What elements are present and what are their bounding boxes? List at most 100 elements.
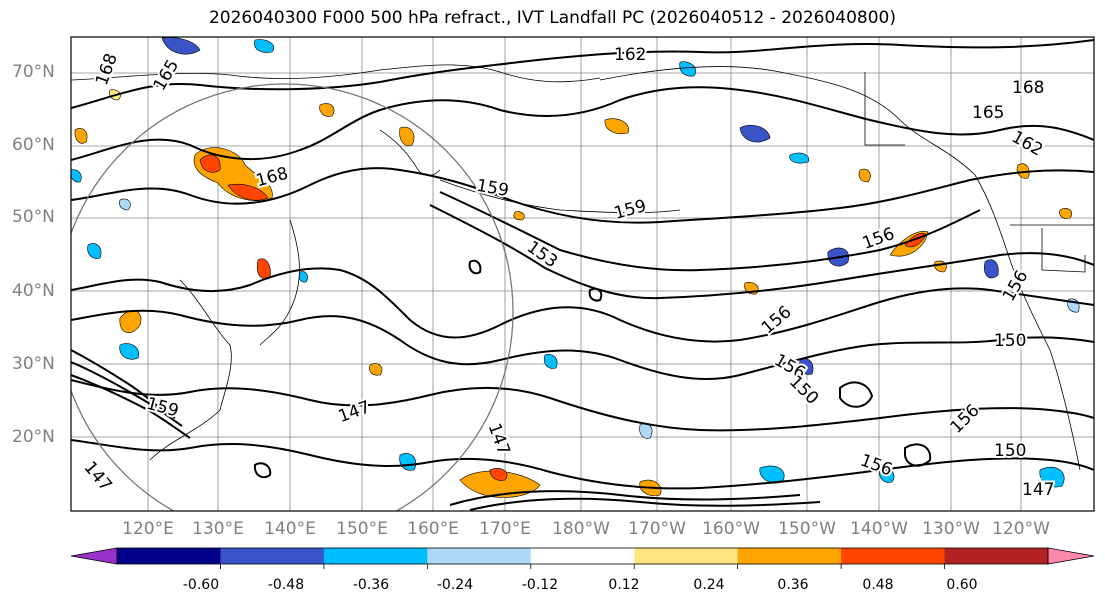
contour-label: 159 [144, 394, 181, 422]
colorbar-segment [530, 548, 635, 564]
coastline-alaska [599, 66, 976, 176]
lon-label: 130°E [192, 519, 244, 539]
colorbar-tick-label: 0.60 [946, 577, 978, 593]
anomaly-patch [799, 358, 814, 375]
anomaly-patch [399, 453, 417, 471]
lon-label: 160°W [702, 519, 760, 539]
colorbar-segment [634, 548, 739, 564]
anomaly-patch [161, 37, 201, 55]
radius-circle [71, 83, 514, 511]
plot-frame [70, 36, 1095, 512]
contour-label: 168 [92, 51, 122, 88]
boundary-alaska-canada [864, 72, 905, 146]
anomaly-patch [984, 259, 999, 279]
lon-label: 160°E [407, 519, 459, 539]
lon-label: 150°W [778, 519, 836, 539]
contour-label: 168 [254, 164, 291, 192]
contour-line [71, 309, 1094, 380]
contour-label: 156 [857, 450, 894, 480]
contour-line [71, 379, 1094, 432]
contour-label: 150 [994, 441, 1026, 461]
anomaly-patch [604, 118, 629, 135]
graticule [71, 37, 1094, 511]
contour-line [71, 361, 183, 427]
colorbar-tick-label: -0.60 [182, 577, 220, 593]
contour-line [71, 374, 191, 439]
colorbar [70, 547, 1095, 569]
contour-line [469, 497, 821, 511]
contour-label: 165 [150, 56, 184, 94]
colorbar-extend-min [70, 547, 118, 565]
anomaly-patch [257, 258, 271, 280]
contour-line [449, 490, 801, 506]
contour-line [588, 287, 603, 302]
colorbar-tick-label: -0.36 [352, 577, 390, 593]
lon-label: 120°W [992, 519, 1050, 539]
contour-line [71, 86, 1094, 161]
colorbar-tick-label: -0.24 [436, 577, 474, 593]
anomaly-patch [71, 169, 82, 183]
colorbar-tick-label: 0.12 [608, 577, 640, 593]
anomaly-patch [858, 168, 871, 183]
lon-label: 150°E [336, 519, 388, 539]
colorbar-tick-label: -0.12 [521, 577, 559, 593]
contour-line [253, 462, 272, 479]
contour-line [429, 204, 1094, 300]
lat-label: 30°N [12, 354, 55, 374]
anomaly-patch [199, 154, 221, 173]
lon-label: 130°W [922, 519, 980, 539]
anomaly-patch [1059, 207, 1072, 219]
colorbar-tick-label: 0.48 [862, 577, 894, 593]
anomaly-patch [639, 423, 653, 439]
contour-line [839, 381, 874, 408]
colorbar-frame [116, 547, 1049, 565]
contour-line [904, 443, 932, 467]
colorbar-segment [944, 548, 1049, 564]
lon-label: 120°E [122, 519, 174, 539]
contour-label: 165 [972, 103, 1004, 123]
anomaly-patch [489, 468, 508, 481]
anomaly-patch [119, 310, 142, 334]
colorbar-segment [220, 548, 325, 564]
anomaly-patch [679, 61, 697, 77]
lon-label: 170°W [628, 519, 686, 539]
contour-label: 147 [80, 458, 116, 496]
lat-label: 40°N [12, 281, 55, 301]
contour-line [71, 267, 1094, 343]
colorbar-segment [117, 548, 221, 564]
contour-line [439, 191, 981, 272]
contour-label: 147 [336, 397, 373, 427]
contour-line [71, 167, 1094, 224]
anomaly-patch [119, 343, 140, 360]
anomaly-patch [254, 39, 275, 53]
anomaly-patch [119, 198, 131, 211]
anomaly-patch [369, 363, 383, 376]
lat-label: 50°N [12, 207, 55, 227]
anomaly-patch [759, 465, 785, 484]
anomaly-patch [459, 470, 541, 498]
coastline-asia [71, 64, 601, 83]
refractivity-contours [71, 39, 1094, 511]
map-title: 2026040300 F000 500 hPa refract., IVT La… [208, 8, 896, 28]
anomaly-patch [298, 271, 308, 283]
colorbar-segment [427, 548, 532, 564]
colorbar-tick-label: 0.36 [777, 577, 809, 593]
contour-line [71, 349, 176, 419]
contour-label: 168 [1012, 78, 1044, 98]
contour-label: 156 [860, 224, 897, 254]
contour-label: 156 [758, 302, 796, 338]
coastlines [71, 64, 1094, 471]
anomaly-patch [74, 128, 88, 144]
lon-label: 180°W [552, 519, 610, 539]
contour-label: 159 [612, 196, 649, 224]
lon-label: 140°E [264, 519, 316, 539]
boundary-state [1041, 228, 1086, 273]
lon-label: 170°E [479, 519, 531, 539]
lat-label: 60°N [12, 135, 55, 155]
contour-label: 147 [1022, 480, 1054, 500]
contour-line [71, 439, 1094, 490]
colorbar-tick-label: 0.24 [693, 577, 725, 593]
colorbar-segment [323, 548, 428, 564]
map-plot-area [71, 37, 1094, 511]
